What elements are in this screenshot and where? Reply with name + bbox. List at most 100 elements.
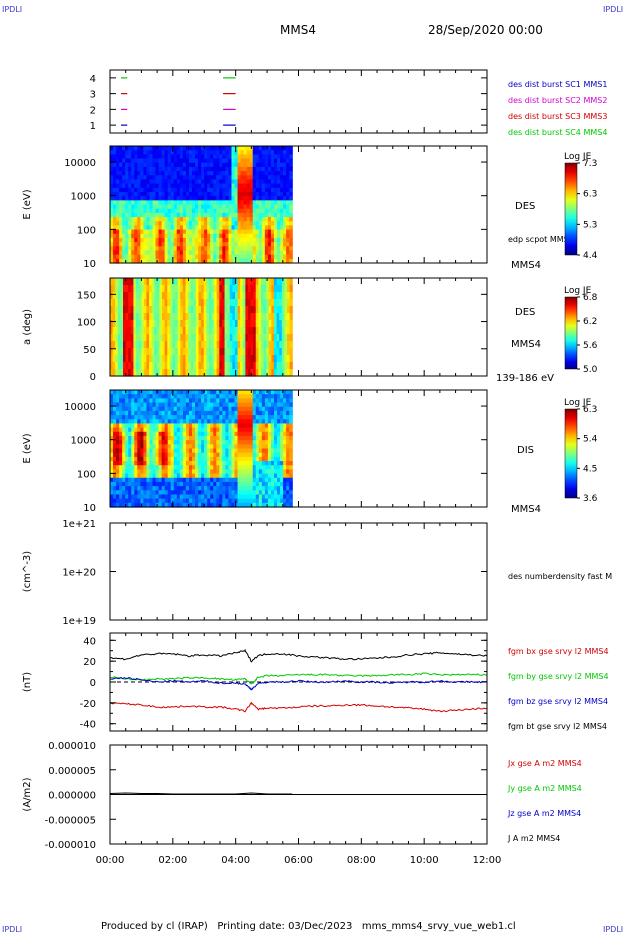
spectrogram-cell (219, 179, 223, 185)
spectrogram-cell (170, 490, 175, 496)
spectrogram-cell (206, 292, 210, 300)
spectrogram-cell (154, 285, 158, 293)
spectrogram-cell (134, 191, 138, 197)
spectrogram-cell (152, 390, 157, 395)
spectrogram-cell (125, 490, 129, 496)
spectrogram-cell (143, 355, 148, 363)
spectrogram-cell (201, 196, 205, 201)
spectrogram-cell (182, 394, 187, 399)
spectrogram-cell (210, 196, 214, 201)
spectrogram-cell (210, 158, 214, 164)
spectrogram-cell (110, 278, 114, 286)
spectrogram-cell (216, 452, 220, 458)
spectrogram-cell (169, 327, 174, 335)
spectrogram-cell (113, 402, 117, 408)
spectrogram-cell (208, 334, 213, 342)
spectrogram-cell (207, 183, 211, 189)
spectrogram-cell (225, 242, 230, 247)
spectrogram-cell (125, 191, 129, 197)
spectrogram-cell (225, 465, 230, 470)
spectrogram-cell (225, 229, 230, 235)
spectrogram-cell (245, 285, 249, 293)
spectrogram-cell (267, 410, 272, 416)
spectrogram-cell (240, 456, 245, 462)
spectrogram-cell (255, 179, 260, 185)
spectrogram-cell (289, 196, 293, 201)
spectrogram-cell (229, 313, 233, 321)
spectrogram-cell (267, 494, 272, 500)
spectrogram-cell (204, 258, 208, 264)
spectrogram-cell (119, 452, 123, 458)
spectrogram-cell (252, 179, 257, 185)
spectrogram-cell (283, 477, 287, 483)
spectrogram-cell (195, 448, 199, 454)
spectrogram-cell (216, 225, 220, 231)
spectrogram-cell (110, 440, 114, 445)
spectrogram-cell (149, 327, 153, 335)
spectrogram-cell (240, 498, 245, 504)
spectrogram-cell (125, 196, 129, 201)
spectrogram-cell (287, 348, 291, 356)
y-axis-label: (A/m2) (22, 777, 33, 811)
spectrogram-cell (123, 327, 127, 335)
spectrogram-cell (210, 242, 214, 247)
spectrogram-cell (149, 158, 154, 164)
spectrogram-cell (146, 440, 151, 445)
spectrogram-cell (110, 410, 114, 416)
spectrogram-cell (131, 254, 135, 260)
spectrogram-cell (134, 477, 138, 483)
spectrogram-cell (208, 348, 213, 356)
spectrogram-cell (188, 456, 193, 462)
spectrogram-cell (119, 191, 123, 197)
spectrogram-cell (273, 299, 278, 307)
spectrogram-cell (228, 208, 233, 214)
spectrogram-cell (280, 423, 284, 429)
spectrogram-cell (234, 191, 239, 197)
spectrogram-cell (146, 204, 151, 210)
spectrogram-cell (237, 341, 241, 349)
spectrogram-cell (246, 183, 251, 189)
spectrogram-cell (113, 452, 117, 458)
spectrogram-cell (140, 461, 145, 466)
spectrogram-cell (213, 258, 217, 264)
spectrogram-cell (240, 166, 245, 172)
spectrogram-cell (216, 481, 220, 487)
spectrogram-cell (283, 402, 287, 408)
spectrogram-cell (219, 254, 223, 260)
spectrogram-cell (267, 175, 272, 181)
spectrogram-cell (158, 242, 163, 247)
spectrogram-cell (206, 334, 210, 342)
spectrogram-cell (214, 348, 218, 356)
spectrogram-cell (141, 292, 145, 300)
spectrogram-cell (203, 334, 207, 342)
spectrogram-cell (176, 242, 181, 247)
spectrogram-cell (273, 292, 278, 300)
spectrogram-cell (149, 452, 154, 458)
spectrogram-cell (264, 154, 269, 160)
spectrogram-cell (249, 410, 254, 416)
spectrogram-cell (222, 494, 227, 500)
spectrogram-cell (155, 465, 160, 470)
spectrogram-cell (206, 278, 210, 286)
spectrogram-cell (216, 278, 220, 286)
spectrogram-cell (116, 402, 120, 408)
spectrogram-cell (167, 212, 172, 218)
spectrogram-cell (228, 183, 233, 189)
spectrogram-cell (141, 278, 145, 286)
spectrogram-cell (116, 419, 120, 425)
spectrogram-cell (119, 398, 123, 404)
spectrogram-cell (164, 217, 169, 222)
spectrogram-cell (182, 481, 187, 487)
spectrogram-cell (225, 415, 230, 420)
spectrogram-cell (176, 419, 181, 425)
spectrogram-cell (140, 406, 145, 412)
spectrogram-cell (225, 237, 230, 243)
spectrogram-cell (249, 398, 254, 404)
spectrogram-cell (116, 200, 120, 206)
spectrogram-cell (143, 187, 148, 193)
spectrogram-cell (134, 196, 138, 201)
spectrogram-cell (204, 246, 208, 252)
spectrogram-cell (201, 150, 205, 155)
spectrogram-cell (173, 171, 178, 176)
spectrogram-cell (155, 196, 160, 201)
